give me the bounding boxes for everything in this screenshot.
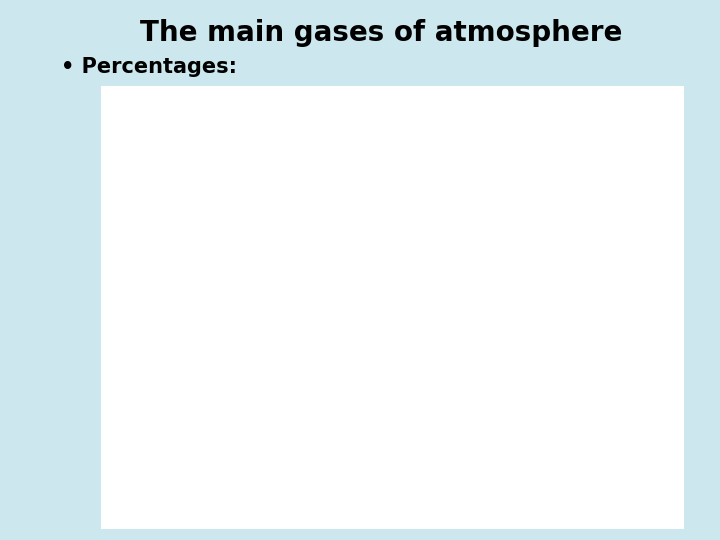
Text: Oxygen
20.947%: Oxygen 20.947% <box>197 281 253 308</box>
Text: Argon
0.934%: Argon 0.934% <box>323 103 389 185</box>
Text: Nitrogen
78.084%: Nitrogen 78.084% <box>452 478 508 507</box>
Wedge shape <box>251 184 534 467</box>
Wedge shape <box>384 184 392 326</box>
Text: The main gases of atmosphere: The main gases of atmosphere <box>140 19 623 47</box>
Text: • Percentages:: • Percentages: <box>61 57 237 77</box>
Text: Carbon Dioxide
0.0350%: Carbon Dioxide 0.0350% <box>400 103 514 184</box>
Wedge shape <box>253 185 392 326</box>
